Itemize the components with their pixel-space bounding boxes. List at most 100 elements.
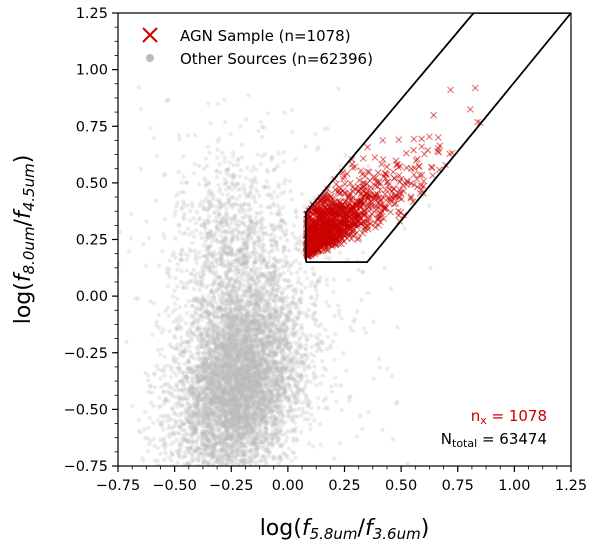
other-source-point <box>241 467 245 471</box>
other-source-point <box>214 204 219 209</box>
other-source-point <box>280 348 285 353</box>
other-source-point <box>204 236 209 241</box>
other-source-point <box>221 422 226 427</box>
other-source-point <box>208 375 214 380</box>
other-source-point <box>308 379 313 385</box>
other-source-point <box>208 320 213 325</box>
other-source-point <box>313 383 319 388</box>
other-source-point <box>197 495 201 499</box>
other-source-point <box>235 196 240 202</box>
other-source-point <box>206 220 212 226</box>
other-source-point <box>200 432 205 437</box>
other-source-point <box>179 335 184 340</box>
other-source-point <box>240 355 246 360</box>
other-source-point <box>298 266 303 271</box>
other-source-point <box>317 422 323 427</box>
other-source-point <box>218 257 224 262</box>
other-source-point <box>136 428 142 434</box>
other-source-point <box>262 285 267 290</box>
other-source-point <box>234 405 239 410</box>
other-source-point <box>173 275 178 281</box>
other-source-point <box>332 313 337 319</box>
other-source-point <box>235 329 241 335</box>
other-source-point <box>224 281 229 286</box>
other-source-point <box>161 414 166 419</box>
other-source-point <box>223 303 228 309</box>
other-source-point <box>171 500 175 504</box>
other-source-point <box>224 167 229 172</box>
other-source-point <box>175 498 179 502</box>
other-source-point <box>221 470 225 474</box>
other-source-point <box>183 511 187 515</box>
other-source-point <box>293 467 297 471</box>
other-source-point <box>200 473 204 477</box>
other-source-point <box>203 406 208 411</box>
other-source-point <box>214 331 219 337</box>
other-source-point <box>257 291 262 297</box>
other-source-point <box>224 235 229 241</box>
other-source-point <box>151 135 157 141</box>
other-source-point <box>244 117 249 122</box>
other-source-point <box>234 470 238 474</box>
other-source-point <box>229 434 234 440</box>
other-source-point <box>252 318 257 323</box>
other-source-point <box>217 355 222 360</box>
other-source-point <box>242 473 246 477</box>
other-source-point <box>273 495 277 499</box>
other-source-point <box>205 410 210 416</box>
other-source-point <box>281 250 286 255</box>
other-source-point <box>254 301 260 307</box>
other-source-point <box>242 399 248 404</box>
other-source-point <box>260 365 266 371</box>
other-source-point <box>240 434 246 439</box>
other-source-point <box>180 513 184 517</box>
other-source-point <box>171 354 176 360</box>
other-source-point <box>238 436 244 441</box>
other-source-point <box>209 323 214 329</box>
other-source-point <box>258 162 263 167</box>
other-source-point <box>267 367 272 372</box>
other-source-point <box>326 304 332 309</box>
other-source-point <box>278 408 283 414</box>
other-source-point <box>265 387 270 392</box>
other-source-point <box>162 457 167 462</box>
other-source-point <box>256 386 261 391</box>
other-source-point <box>197 203 202 208</box>
other-source-point <box>223 512 227 516</box>
other-source-point <box>268 315 273 320</box>
other-source-point <box>295 438 300 443</box>
other-source-point <box>220 229 226 234</box>
other-source-point <box>152 372 157 378</box>
other-source-point <box>270 455 275 460</box>
other-source-point <box>296 363 301 369</box>
other-source-point <box>231 433 236 438</box>
other-source-point <box>281 189 287 195</box>
other-source-point <box>303 342 309 348</box>
other-source-point <box>267 233 273 238</box>
other-source-point <box>207 439 212 444</box>
other-source-point <box>263 281 268 287</box>
other-source-point <box>187 209 193 214</box>
other-source-point <box>236 433 241 438</box>
other-source-point <box>222 398 227 404</box>
other-source-point <box>254 167 259 172</box>
other-source-point <box>233 413 238 418</box>
other-source-point <box>261 477 265 481</box>
other-source-point <box>262 344 267 349</box>
other-source-point <box>162 401 167 406</box>
other-source-point <box>231 297 236 302</box>
other-source-point <box>214 174 220 180</box>
other-source-point <box>232 335 237 341</box>
other-source-point <box>427 203 432 208</box>
other-source-point <box>206 312 212 317</box>
other-source-point <box>200 476 204 480</box>
other-source-point <box>229 397 234 403</box>
other-source-point <box>156 417 161 423</box>
other-source-point <box>276 372 281 377</box>
other-source-point <box>330 339 336 344</box>
other-source-point <box>175 262 180 267</box>
other-source-point <box>171 542 175 546</box>
other-source-point <box>235 354 241 360</box>
other-source-point <box>235 325 240 330</box>
other-source-point <box>233 404 238 409</box>
